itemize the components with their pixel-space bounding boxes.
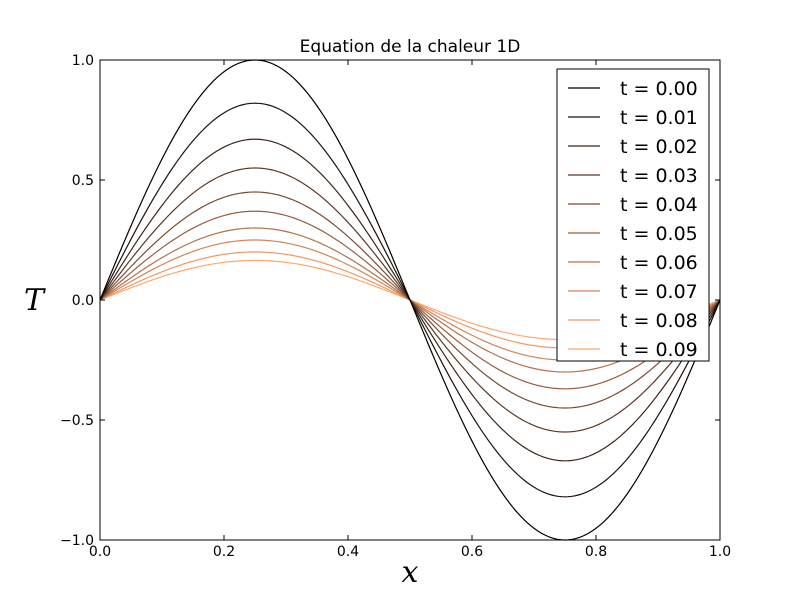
y-tick-label: 0.5 [72, 173, 94, 189]
legend-label: t = 0.05 [620, 223, 698, 245]
legend-label: t = 0.08 [620, 310, 698, 332]
legend-label: t = 0.09 [620, 339, 698, 361]
x-axis-label: x [402, 555, 419, 590]
legend: t = 0.00 t = 0.01 t = 0.02 t = 0.03 t = 0.04… [556, 68, 710, 362]
x-tick-label: 0.0 [89, 544, 111, 560]
legend-label: t = 0.02 [620, 136, 698, 158]
y-tick-label: 0.0 [72, 293, 94, 309]
x-tick-label: 0.6 [461, 544, 483, 560]
series-line-0 [99, 59, 721, 541]
legend-label: t = 0.06 [620, 252, 698, 274]
legend-label: t = 0.00 [620, 78, 698, 100]
legend-label: t = 0.04 [620, 194, 698, 216]
legend-box [556, 68, 710, 362]
ticks-group: 0.0 0.2 0.4 0.6 0.8 1.0 −1.0 −0.5 0.0 0.5 1.0 [60, 53, 731, 560]
series-group [99, 59, 721, 541]
legend-label: t = 0.01 [620, 107, 698, 129]
x-tick-label: 1.0 [709, 544, 731, 560]
y-tick-label: −1.0 [60, 533, 94, 549]
x-tick-label: 0.4 [337, 544, 359, 560]
x-tick-label: 0.8 [585, 544, 607, 560]
y-tick-label: −0.5 [60, 413, 94, 429]
legend-label: t = 0.07 [620, 281, 698, 303]
x-tick-label: 0.2 [213, 544, 235, 560]
chart-title: Equation de la chaleur 1D [300, 37, 521, 57]
legend-label: t = 0.03 [620, 165, 698, 187]
y-tick-label: 1.0 [72, 53, 94, 69]
y-axis-label: T [24, 283, 46, 318]
